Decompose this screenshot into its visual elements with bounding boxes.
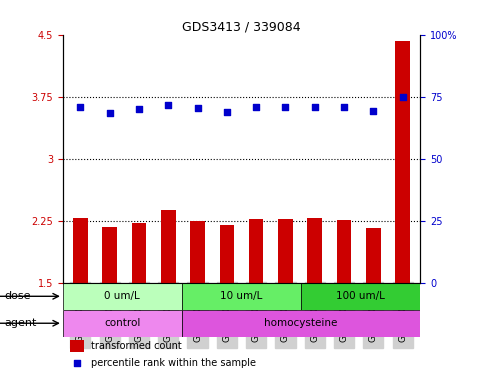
Bar [161, 210, 176, 283]
Text: 10 um/L: 10 um/L [220, 291, 263, 301]
Text: dose: dose [5, 291, 31, 301]
Point [76, 104, 84, 111]
Point [106, 110, 114, 116]
Text: 0 um/L: 0 um/L [104, 291, 140, 301]
Point [252, 104, 260, 111]
Text: homocysteine: homocysteine [264, 318, 338, 328]
Point [194, 105, 201, 111]
Text: control: control [104, 318, 141, 328]
Bar [337, 220, 351, 283]
Bar [73, 218, 88, 283]
Bar [278, 219, 293, 283]
Text: percentile rank within the sample: percentile rank within the sample [91, 358, 256, 368]
Bar [70, 340, 84, 352]
Point [164, 102, 172, 108]
Bar [395, 41, 410, 283]
Bar [102, 227, 117, 283]
Point [73, 360, 81, 366]
Bar [220, 225, 234, 283]
Bar [366, 228, 381, 283]
Bar [182, 283, 301, 310]
Text: transformed count: transformed count [91, 341, 182, 351]
Bar [190, 221, 205, 283]
Bar [182, 310, 420, 337]
Title: GDS3413 / 339084: GDS3413 / 339084 [182, 20, 301, 33]
Bar [301, 283, 420, 310]
Bar [249, 219, 263, 283]
Point [399, 94, 407, 100]
Bar [307, 218, 322, 283]
Point [369, 108, 377, 114]
Point [282, 104, 289, 111]
Text: 100 um/L: 100 um/L [336, 291, 385, 301]
Point [340, 104, 348, 111]
Point [311, 104, 319, 111]
Text: agent: agent [5, 318, 37, 328]
Point [223, 108, 231, 114]
Bar [63, 283, 182, 310]
Bar [132, 223, 146, 283]
Point [135, 106, 143, 112]
Bar [63, 310, 182, 337]
